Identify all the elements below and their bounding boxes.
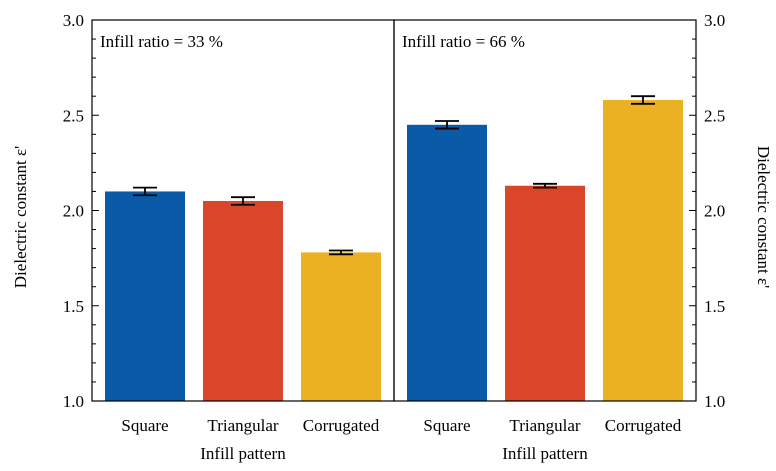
y-tick-label-right: 3.0 (704, 11, 725, 30)
y-axis-ticks: 1.0 1.0 1.5 1.5 2.0 2.0 2.5 2.5 3.0 3.0 (63, 11, 726, 411)
bar-triangular-1 (203, 200, 283, 401)
panel-annotation: Infill ratio = 66 % (402, 32, 525, 51)
error-bar-corrugated-2 (631, 95, 655, 105)
panel-annotation: Infill ratio = 33 % (100, 32, 223, 51)
x-tick-label: Triangular (207, 416, 278, 435)
error-bar-triangular-2 (533, 182, 557, 189)
x-tick-label: Corrugated (605, 416, 682, 435)
y-tick-label-right: 1.0 (704, 392, 725, 411)
x-tick-label: Corrugated (303, 416, 380, 435)
error-bar-square-1 (133, 186, 157, 197)
y-tick-label-right: 2.5 (704, 106, 725, 125)
x-tick-label: Square (423, 416, 470, 435)
bar-square-2 (407, 124, 487, 402)
error-bar-corrugated-1 (329, 249, 353, 256)
panel-1: Square Triangular Corrugated Infill ratio =… (91, 19, 395, 463)
x-tick-label: Square (121, 416, 168, 435)
y-tick-label-left: 1.5 (63, 297, 84, 316)
x-axis-label: Infill pattern (502, 444, 588, 463)
error-bar-triangular-1 (231, 196, 255, 206)
x-tick-label: Triangular (509, 416, 580, 435)
bar-corrugated-2 (603, 100, 683, 401)
bar-corrugated-1 (301, 252, 381, 401)
error-bar-square-2 (435, 120, 459, 130)
y-tick-label-right: 1.5 (704, 297, 725, 316)
bar-square-1 (105, 191, 185, 401)
y-axis-label-right: Dielectric constant ε' (754, 146, 773, 288)
panel-2: Square Triangular Corrugated Infill ratio =… (393, 19, 697, 463)
y-tick-label-right: 2.0 (704, 202, 725, 221)
y-tick-label-left: 2.0 (63, 202, 84, 221)
bar-triangular-2 (505, 185, 585, 401)
y-tick-label-left: 1.0 (63, 392, 84, 411)
x-axis-label: Infill pattern (200, 444, 286, 463)
y-axis-label-left: Dielectric constant ε' (11, 146, 30, 288)
y-tick-label-left: 2.5 (63, 106, 84, 125)
y-tick-label-left: 3.0 (63, 11, 84, 30)
